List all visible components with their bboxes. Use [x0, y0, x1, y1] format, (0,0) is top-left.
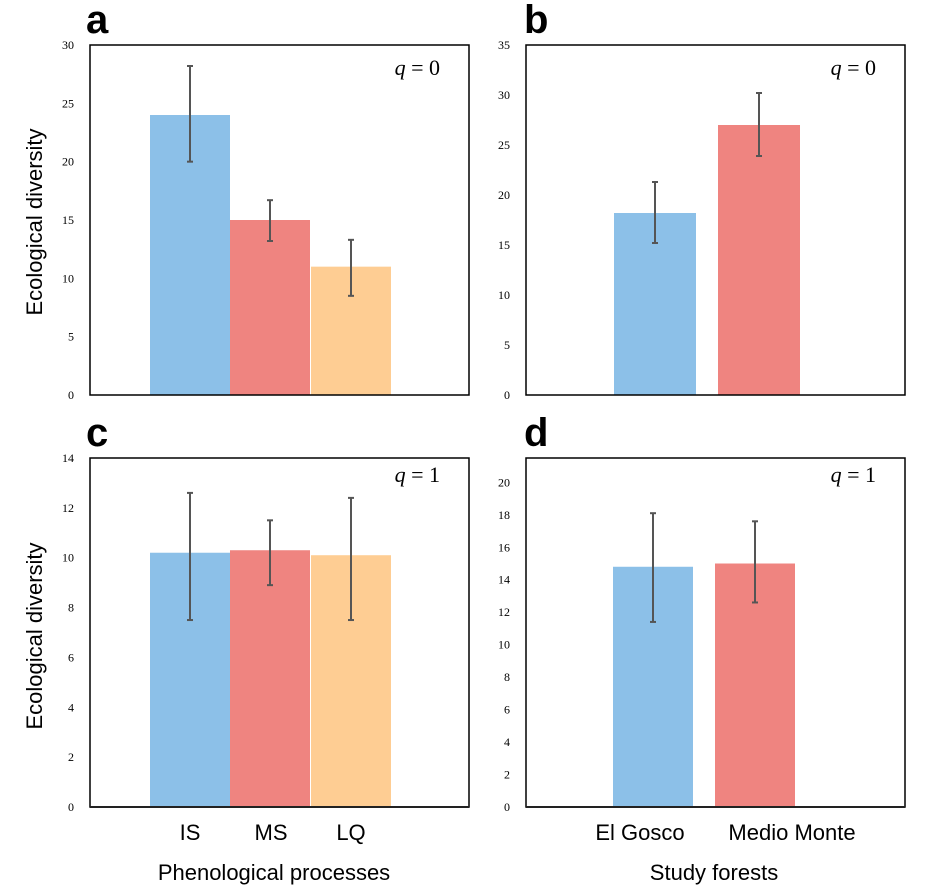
y-tick-label-a: 10: [62, 271, 74, 285]
y-tick-label-a: 30: [62, 38, 74, 52]
x-category-label-ms: MS: [255, 820, 288, 845]
y-tick-label-b: 30: [498, 88, 510, 102]
y-tick-label-c: 0: [68, 800, 74, 814]
error-bar-d-medio-monte: [752, 520, 758, 604]
y-tick-label-b: 25: [498, 138, 510, 152]
y-tick-label-c: 10: [62, 551, 74, 565]
y-tick-label-d: 20: [498, 475, 510, 489]
y-tick-label-d: 6: [504, 703, 510, 717]
y-tick-label-b: 35: [498, 38, 510, 52]
bar-c-ms: [230, 550, 310, 807]
error-bar-c-is: [187, 491, 193, 622]
y-tick-label-d: 12: [498, 605, 510, 619]
y-tick-label-c: 12: [62, 501, 74, 515]
y-tick-label-d: 16: [498, 540, 510, 554]
panel-letter-c: c: [86, 411, 108, 455]
error-bar-a-ms: [267, 199, 273, 242]
x-category-label-medio-monte: Medio Monte: [728, 820, 855, 845]
y-tick-label-b: 10: [498, 288, 510, 302]
y-tick-label-d: 0: [504, 800, 510, 814]
y-tick-label-c: 4: [68, 700, 74, 714]
q-annotation-c: q = 1: [395, 462, 440, 487]
plot-frame-b: [525, 44, 906, 396]
panel-letter-d: d: [524, 411, 548, 455]
y-tick-label-d: 4: [504, 735, 510, 749]
bar-a-ms: [230, 220, 310, 395]
plot-panel-b: 0 5 10 15 20 25 30 35 q = 0: [498, 38, 906, 402]
y-tick-label-c: 6: [68, 650, 74, 664]
y-tick-label-d: 2: [504, 768, 510, 782]
error-bar-b-el-gosco: [652, 181, 658, 244]
y-tick-label-a: 5: [68, 330, 74, 344]
y-tick-label-c: 8: [68, 601, 74, 615]
y-tick-label-b: 0: [504, 388, 510, 402]
q-annotation-d: q = 1: [831, 462, 876, 487]
error-bar-d-el-gosco: [650, 512, 656, 623]
y-tick-label-b: 15: [498, 238, 510, 252]
x-category-label-lq: LQ: [336, 820, 365, 845]
plot-panel-d: 0 2 4 6 8 10 12 14 16 18 20 q = 1: [498, 457, 906, 814]
panel-letter-b: b: [524, 0, 548, 42]
y-tick-label-d: 10: [498, 638, 510, 652]
plot-frame-a: [89, 44, 470, 396]
q-annotation-a: q = 0: [395, 55, 440, 80]
bar-d-medio-monte: [715, 563, 795, 807]
x-axis-title-right: Study forests: [650, 860, 778, 885]
plot-panel-a: 0 5 10 15 20 25 30 q = 0: [62, 38, 470, 402]
y-tick-label-d: 14: [498, 573, 510, 587]
y-axis-title-top: Ecological diversity: [22, 128, 47, 315]
y-tick-label-b: 5: [504, 338, 510, 352]
q-annotation-b: q = 0: [831, 55, 876, 80]
x-category-label-is: IS: [180, 820, 201, 845]
error-bar-a-is: [187, 65, 193, 163]
y-tick-label-a: 15: [62, 213, 74, 227]
panel-letter-a: a: [86, 0, 109, 42]
x-axis-title-left: Phenological processes: [158, 860, 390, 885]
y-tick-label-c: 2: [68, 750, 74, 764]
error-bar-b-medio-monte: [756, 92, 762, 157]
y-tick-label-a: 25: [62, 96, 74, 110]
error-bar-a-lq: [348, 238, 354, 297]
y-tick-label-a: 20: [62, 155, 74, 169]
y-tick-label-d: 8: [504, 670, 510, 684]
y-tick-label-b: 20: [498, 188, 510, 202]
error-bar-c-ms: [267, 519, 273, 587]
y-tick-label-c: 14: [62, 451, 74, 465]
x-category-label-el-gosco: El Gosco: [595, 820, 684, 845]
y-tick-label-a: 0: [68, 388, 74, 402]
plot-panel-c: 0 2 4 6 8 10 12 14 q = 1: [62, 451, 470, 814]
bar-b-medio-monte: [718, 125, 800, 395]
y-axis-title-bottom: Ecological diversity: [22, 542, 47, 729]
error-bar-c-lq: [348, 496, 354, 622]
y-tick-label-d: 18: [498, 508, 510, 522]
